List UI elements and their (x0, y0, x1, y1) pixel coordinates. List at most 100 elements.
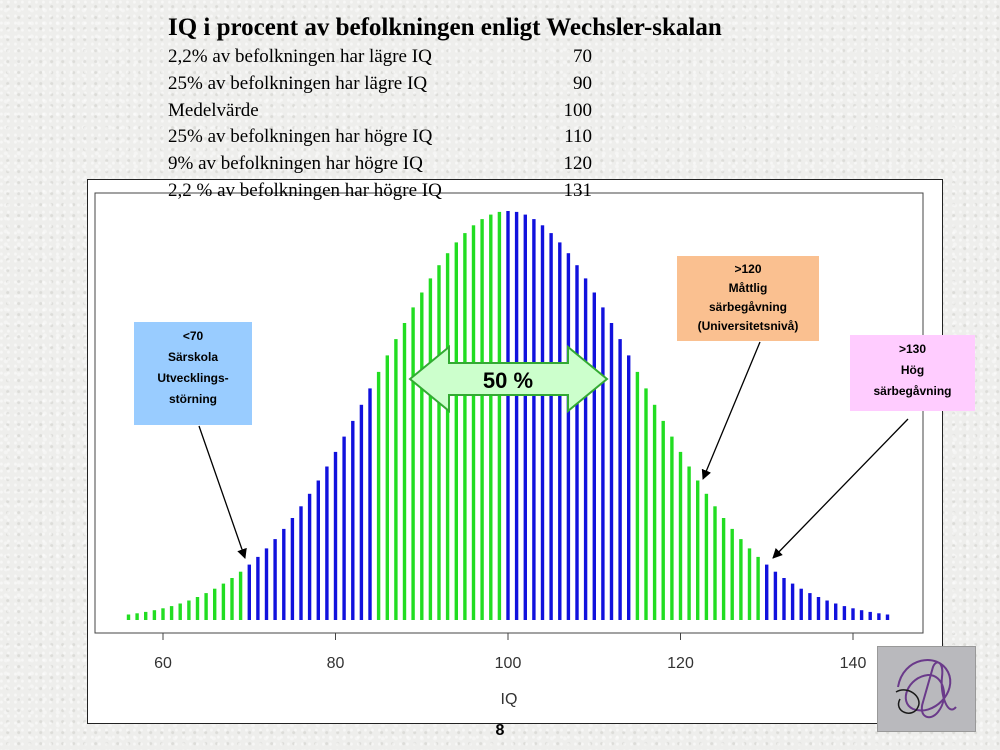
bar-iq-106 (558, 242, 562, 620)
bar-iq-136 (816, 597, 821, 620)
page-number: 8 (495, 722, 505, 739)
stat-value: 100 (563, 99, 593, 121)
callout-line: Utvecklings- (157, 371, 229, 385)
bar-iq-72 (264, 548, 269, 620)
bar-iq-139 (842, 606, 847, 620)
bar-iq-130 (765, 564, 769, 620)
x-tick-label: 60 (154, 655, 172, 672)
bar-iq-71 (256, 556, 260, 620)
iq-stats-table: 2,2% av befolkningen har lägre IQ 70 25%… (168, 46, 608, 207)
bar-iq-132 (782, 578, 786, 620)
bar-iq-56 (126, 614, 131, 620)
stat-value: 131 (563, 179, 593, 201)
callout-mid-pointer (701, 341, 761, 480)
bar-iq-77 (307, 493, 312, 620)
x-tick-label: 80 (327, 655, 345, 672)
callout-line: Måttlig (728, 281, 768, 295)
bar-iq-57 (135, 613, 139, 620)
bar-iq-60 (161, 608, 165, 620)
stat-value: 70 (573, 46, 592, 67)
bar-iq-63 (187, 600, 191, 620)
callout-low-pointer (198, 425, 247, 559)
bar-iq-69 (238, 571, 243, 620)
stat-row: 25% av befolkningen har högre IQ 110 (168, 126, 608, 153)
callout-line: <70 (182, 329, 204, 343)
stat-row: 25% av befolkningen har lägre IQ 90 (168, 73, 608, 100)
callout-line: särbegåvning (708, 300, 788, 314)
bar-iq-128 (747, 548, 752, 620)
bar-iq-141 (859, 610, 864, 620)
bar-iq-117 (652, 404, 657, 620)
bar-iq-58 (144, 611, 148, 620)
bar-iq-70 (247, 564, 251, 620)
bar-iq-124 (713, 506, 717, 620)
bar-iq-104 (540, 225, 545, 621)
bar-iq-134 (799, 588, 803, 620)
bar-iq-120 (678, 451, 683, 620)
bar-iq-111 (601, 307, 605, 620)
callout-line: Hög (900, 363, 925, 377)
stat-label: 2,2% av befolkningen har lägre IQ (168, 46, 432, 67)
bar-iq-92 (437, 265, 441, 620)
bar-iq-118 (661, 420, 665, 620)
bar-iq-107 (566, 253, 571, 620)
bar-iq-116 (644, 388, 648, 620)
bar-iq-87 (394, 339, 398, 620)
bar-iq-88 (402, 323, 407, 620)
bar-iq-73 (273, 539, 277, 620)
bar-iq-65 (204, 593, 208, 620)
x-tick-label: 140 (840, 655, 867, 672)
bar-iq-84 (368, 388, 372, 620)
bar-iq-122 (696, 480, 700, 620)
bar-iq-59 (152, 610, 157, 620)
stat-label: 9% av befolkningen har högre IQ (168, 153, 423, 175)
x-tick-label: 120 (667, 655, 694, 672)
bar-iq-102 (523, 214, 527, 620)
bar-iq-95 (463, 233, 467, 620)
callout-high-pointer (772, 418, 909, 559)
callout-line: Särskola (167, 350, 219, 364)
stat-row: 2,2% av befolkningen har lägre IQ 70 (168, 46, 608, 73)
bar-iq-126 (730, 528, 734, 620)
bar-iq-101 (514, 211, 519, 620)
bar-iq-94 (454, 242, 458, 620)
callout-line: störning (169, 392, 217, 406)
callout-high-giftedness: >130 Hög särbegåvning (850, 335, 975, 411)
slide-title: IQ i procent av befolkningen enligt Wech… (168, 14, 722, 41)
bar-iq-66 (213, 588, 217, 620)
stat-label: 2,2 % av befolkningen har högre IQ (168, 179, 442, 201)
x-axis-label: IQ (501, 691, 518, 708)
bar-iq-67 (221, 583, 226, 620)
callout-line: >120 (734, 262, 762, 276)
bar-iq-68 (230, 578, 234, 620)
stat-label: Medelvärde (168, 99, 259, 121)
callout-moderate-giftedness: >120 Måttlig särbegåvning (Universitetsn… (677, 256, 819, 341)
bar-iq-103 (532, 219, 536, 620)
bar-iq-113 (618, 339, 622, 620)
stat-label: 25% av befolkningen har lägre IQ (168, 72, 428, 94)
stat-value: 110 (564, 126, 592, 148)
bar-iq-133 (790, 583, 795, 620)
stat-row: 9% av befolkningen har högre IQ 120 (168, 153, 608, 180)
stat-row: 2,2 % av befolkningen har högre IQ 131 (168, 180, 608, 207)
bar-iq-125 (721, 518, 726, 620)
stat-value: 90 (573, 72, 592, 94)
bar-iq-123 (704, 493, 709, 620)
bar-iq-98 (489, 214, 493, 620)
stat-label: 25% av befolkningen har högre IQ (168, 126, 433, 148)
fifty-percent-arrow: 50 % (408, 344, 609, 414)
bar-iq-115 (635, 371, 640, 620)
bar-iq-76 (299, 506, 303, 620)
logo (877, 646, 976, 732)
bar-iq-112 (609, 323, 614, 620)
bar-iq-90 (420, 292, 424, 620)
bar-iq-64 (195, 597, 200, 620)
bar-iq-62 (178, 603, 182, 620)
bar-iq-144 (885, 614, 890, 620)
bar-iq-82 (351, 420, 355, 620)
stat-row: Medelvärde 100 (168, 100, 608, 127)
bar-iq-89 (411, 307, 415, 620)
bar-iq-93 (445, 253, 450, 620)
bar-iq-74 (282, 528, 286, 620)
bar-iq-138 (834, 603, 838, 620)
